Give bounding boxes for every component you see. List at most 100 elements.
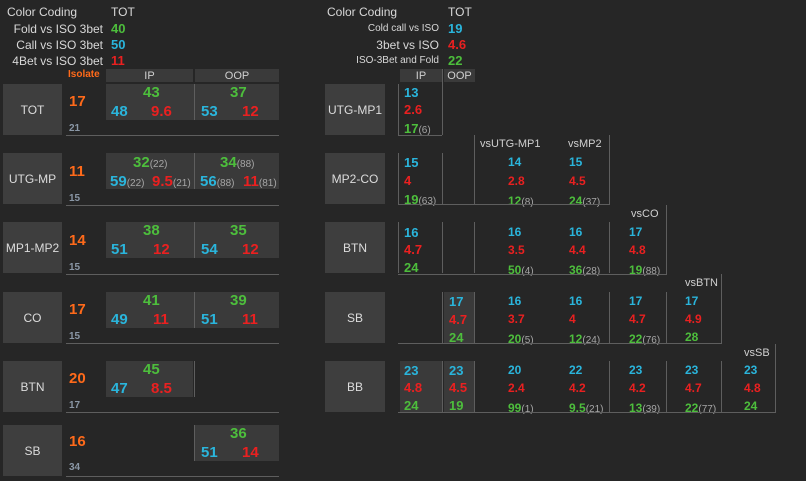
ip-call: 48	[111, 104, 128, 119]
vs-mp2-iso3bet: 36(28)	[569, 262, 600, 278]
ip-iso3bet: 19(63)	[404, 192, 436, 208]
vs-btn-iso3bet: 28	[685, 331, 698, 343]
divider	[194, 292, 195, 328]
oop-call: 53	[201, 104, 218, 119]
oop-call: 51	[201, 312, 218, 327]
position-btn: BTN	[3, 361, 62, 412]
ip-4bet: 11	[153, 312, 169, 327]
divider	[474, 292, 475, 343]
iso-value: 16	[69, 434, 86, 449]
legend-label: ISO-3Bet and Fold	[356, 56, 439, 66]
ip-call: 47	[111, 381, 128, 396]
vs-utg-mp1-3bet: 3.7	[508, 313, 525, 325]
legend-value-coldcall: 19	[448, 22, 462, 35]
vs-mp2-coldcall: 22	[569, 364, 582, 376]
vs-co-coldcall: 23	[629, 364, 642, 376]
divider	[666, 361, 667, 412]
position-co: CO	[3, 292, 62, 343]
legend-label: Call vs ISO 3bet	[16, 39, 103, 51]
ip-4bet: 9.5(21)	[152, 174, 191, 190]
vs-mp2-iso3bet: 12(24)	[569, 331, 600, 347]
divider	[398, 153, 399, 204]
vs-mp2-coldcall: 16	[569, 226, 582, 238]
vs-co-coldcall: 17	[629, 226, 642, 238]
divider	[442, 292, 443, 343]
vs-mp2-3bet: 4.5	[569, 175, 586, 187]
position-utg-mp1: UTG-MP1	[325, 84, 385, 135]
divider	[398, 222, 399, 273]
divider	[442, 153, 443, 204]
iso-value: 17	[69, 94, 86, 109]
iso-value: 14	[69, 233, 86, 248]
ip-4bet: 12	[153, 242, 170, 257]
row-divider	[66, 412, 279, 413]
row-divider	[398, 343, 722, 344]
divider	[474, 361, 475, 412]
ip-fold: 45	[143, 362, 160, 377]
vs-utg-mp1-coldcall: 16	[508, 226, 521, 238]
vs-utg-mp1-coldcall: 16	[508, 295, 521, 307]
left-legend-tot: TOT	[111, 6, 135, 18]
divider	[609, 135, 610, 204]
legend-label: 3bet vs ISO	[376, 39, 439, 51]
divider	[609, 222, 610, 273]
divider	[442, 69, 443, 135]
position-utg-mp: UTG-MP	[3, 153, 62, 204]
oop-coldcall: 17	[449, 295, 463, 308]
sample-size: 21	[69, 124, 80, 134]
vs-btn-coldcall: 23	[685, 364, 698, 376]
legend-label: Cold call vs ISO	[368, 24, 439, 34]
position-tot: TOT	[3, 84, 62, 135]
ip-3bet: 2.6	[404, 103, 422, 116]
divider	[666, 205, 667, 274]
divider	[194, 361, 195, 397]
ip-3bet: 4.8	[404, 381, 422, 394]
row-divider	[398, 204, 610, 205]
position-sb: SB	[325, 292, 385, 343]
row-divider	[398, 412, 776, 413]
oop-4bet: 11	[242, 312, 258, 327]
iso-value: 11	[69, 164, 85, 179]
vs-co-coldcall: 17	[629, 295, 642, 307]
ip-call: 59(22)	[110, 174, 144, 190]
vs-utg-mp1-header: vsUTG-MP1	[480, 139, 541, 150]
oop-header: OOP	[444, 69, 475, 82]
isolate-header: Isolate	[68, 70, 100, 80]
ip-4bet: 8.5	[151, 381, 172, 396]
row-divider	[398, 135, 442, 136]
ip-iso3bet: 24	[404, 399, 418, 412]
oop-iso3bet: 19	[449, 399, 463, 412]
legend-label: Fold vs ISO 3bet	[14, 23, 103, 35]
divider	[474, 222, 475, 273]
oop-4bet: 12	[242, 104, 259, 119]
divider	[609, 292, 610, 343]
oop-call: 51	[201, 445, 218, 460]
divider	[194, 425, 195, 461]
oop-fold: 35	[230, 223, 247, 238]
left-legend-title: Color Coding	[7, 6, 77, 18]
oop-4bet: 12	[242, 242, 259, 257]
divider	[194, 84, 195, 120]
sample-size: 34	[69, 463, 80, 473]
ip-fold: 43	[143, 85, 160, 100]
vs-co-header: vsCO	[631, 209, 659, 220]
vs-sb-coldcall: 23	[744, 364, 757, 376]
oop-coldcall: 23	[449, 364, 463, 377]
vs-co-3bet: 4.2	[629, 382, 646, 394]
vs-mp2-3bet: 4.2	[569, 382, 586, 394]
position-sb: SB	[3, 425, 62, 476]
vs-utg-mp1-coldcall: 14	[508, 156, 521, 168]
oop-4bet: 11(81)	[243, 174, 277, 190]
oop-call: 54	[201, 242, 218, 257]
ip-coldcall: 16	[404, 226, 418, 239]
ip-coldcall: 23	[404, 364, 418, 377]
row-divider	[66, 274, 279, 275]
divider	[442, 222, 443, 273]
vs-co-iso3bet: 22(76)	[629, 331, 660, 347]
oop-3bet: 4.7	[449, 313, 467, 326]
oop-4bet: 14	[242, 445, 259, 460]
vs-mp2-coldcall: 15	[569, 156, 582, 168]
ip-fold: 32(22)	[133, 155, 167, 171]
oop-header: OOP	[195, 69, 279, 82]
legend-value-iso3bet: 22	[448, 54, 462, 67]
